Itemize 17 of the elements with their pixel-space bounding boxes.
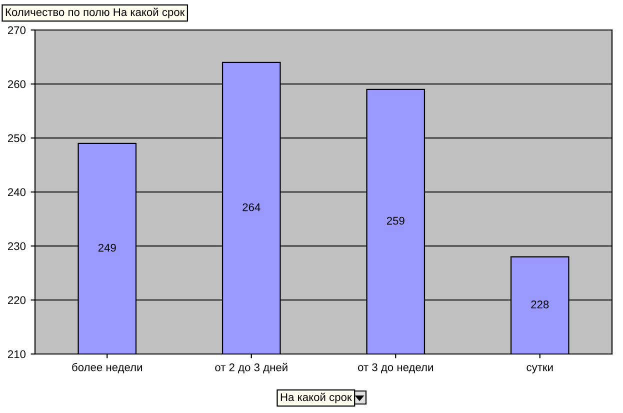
data-label: 228 [531,300,549,308]
chart-title: Количество по полю На какой срок [6,8,185,18]
y-tick-label: 240 [8,188,26,196]
y-tick-label: 230 [8,242,26,250]
data-label: 264 [242,203,260,212]
y-tick-label: 260 [8,80,26,88]
data-label: 259 [386,216,404,225]
x-axis-title: На какой срок [280,392,352,404]
y-tick-label: 210 [8,350,26,358]
y-tick-label: 220 [8,296,26,304]
y-tick-label: 250 [8,134,26,142]
data-label: 249 [98,244,116,252]
x-tick-label: от 2 до 3 дней [215,362,288,374]
x-tick-label: от 3 до недели [358,363,433,374]
y-tick-label: 270 [8,26,26,34]
x-tick-label: более недели [72,362,142,374]
x-tick-label: сутки [526,365,553,374]
